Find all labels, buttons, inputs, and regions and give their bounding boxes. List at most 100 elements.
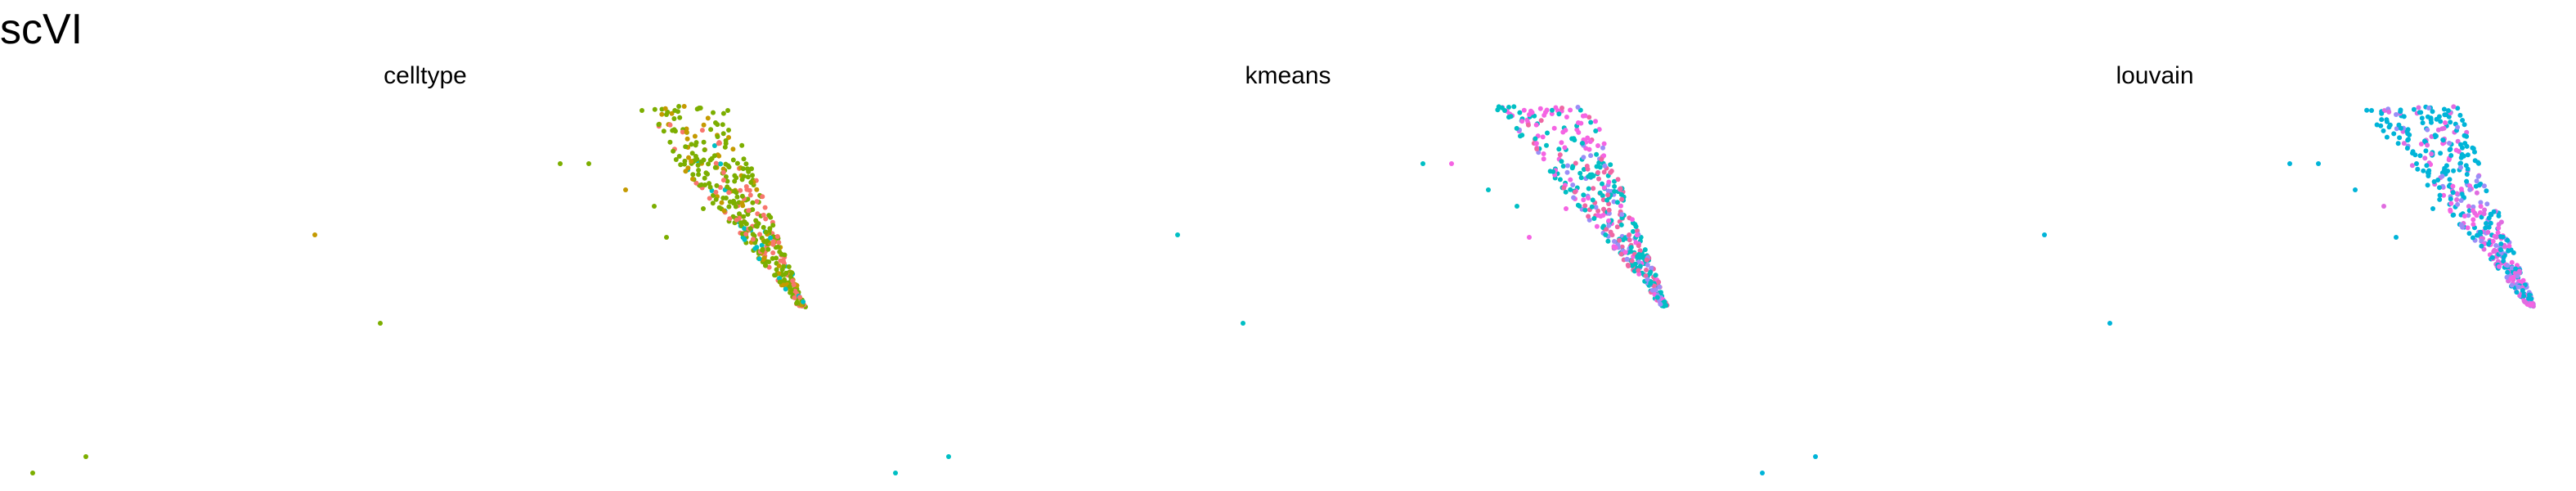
scatter-point: [2455, 106, 2461, 111]
scatter-point: [711, 143, 717, 148]
scatter-point: [1597, 190, 1603, 196]
scatter-point: [1517, 110, 1523, 115]
scatter-point: [1596, 176, 1601, 182]
scatter-point: [1636, 243, 1641, 249]
scatter-point: [2466, 208, 2472, 214]
scatter-point: [2447, 147, 2453, 152]
scatter-point: [720, 178, 726, 183]
scatter-point: [711, 153, 717, 159]
scatter-point: [745, 211, 751, 217]
scatter-point: [707, 196, 712, 201]
scatter-point: [652, 106, 657, 112]
scatter-point: [692, 157, 698, 163]
scatter-point: [2381, 204, 2386, 209]
scatter-point: [747, 187, 752, 193]
scatter-point: [2437, 192, 2443, 198]
scatter-point: [1591, 173, 1596, 178]
scatter-point: [701, 139, 707, 145]
scatter-point: [747, 226, 753, 232]
scatter-point: [2451, 104, 2457, 110]
scatter-point: [2450, 183, 2456, 189]
scatter-point: [723, 161, 729, 167]
scatter-point: [2484, 221, 2488, 226]
scatter-point: [689, 159, 694, 164]
scatter-point: [2478, 229, 2484, 235]
scatter-point: [1573, 160, 1578, 166]
scatter-point: [1645, 262, 1650, 268]
panel-title: celltype: [384, 62, 467, 89]
scatter-point: [702, 147, 707, 153]
scatter-point: [1576, 120, 1581, 125]
scatter-point: [2478, 181, 2484, 187]
scatter-point: [672, 128, 678, 134]
scatter-point: [2467, 183, 2473, 189]
scatter-point: [1600, 181, 1604, 187]
scatter-point: [1597, 164, 1603, 170]
scatter-point: [1544, 107, 1550, 113]
scatter-point: [1582, 113, 1588, 119]
scatter-point: [726, 128, 731, 133]
scatter-point: [765, 246, 771, 252]
scatter-point: [1644, 257, 1649, 263]
scatter-point: [1563, 189, 1568, 195]
scatter-point: [1594, 151, 1600, 157]
scatter-point: [726, 204, 732, 209]
scatter-point: [2465, 152, 2471, 158]
scatter-point: [1591, 216, 1597, 221]
scatter-point: [2416, 105, 2421, 110]
scatter-point: [725, 108, 730, 113]
scatter-point: [2483, 225, 2488, 231]
panel-title: kmeans: [1245, 62, 1331, 89]
scatter-point: [745, 174, 751, 180]
scatter-point: [2042, 232, 2047, 237]
scatter-point: [1629, 258, 1635, 264]
scatter-point: [1502, 108, 1507, 113]
scatter-point: [701, 206, 706, 211]
scatter-point: [1553, 105, 1559, 110]
scatter-point: [684, 129, 689, 135]
scatter-plot-kmeans: [893, 104, 1670, 475]
scatter-point: [750, 200, 756, 205]
scatter-point: [1600, 145, 1605, 151]
scatter-point: [716, 205, 722, 210]
scatter-point: [743, 221, 749, 227]
scatter-point: [2486, 215, 2492, 221]
scatter-point: [738, 187, 743, 193]
scatter-point: [1604, 197, 1610, 203]
scatter-point: [1612, 183, 1618, 189]
scatter-point: [1606, 207, 1612, 213]
scatter-point: [1631, 228, 1636, 234]
scatter-point: [1514, 125, 1519, 131]
scatter-point: [1518, 133, 1523, 139]
scatter-point: [683, 169, 689, 174]
scatter-point: [774, 234, 780, 239]
scatter-point: [2505, 237, 2511, 243]
scatter-point: [2497, 234, 2503, 240]
scatter-point: [2425, 182, 2430, 188]
scatter-point: [2391, 131, 2397, 137]
scatter-point: [2353, 187, 2358, 192]
scatter-point: [770, 223, 776, 228]
scatter-point: [2394, 235, 2399, 240]
scatter-point: [2455, 201, 2461, 207]
scatter-point: [2491, 209, 2497, 214]
scatter-point: [713, 196, 719, 202]
scatter-point: [693, 142, 698, 148]
scatter-point: [713, 189, 719, 195]
scatter-point: [720, 131, 726, 137]
scatter-point: [1657, 284, 1663, 290]
scatter-point: [2485, 229, 2491, 235]
scatter-point: [1586, 115, 1592, 120]
scatter-point: [2484, 201, 2490, 207]
scatter-point: [2440, 137, 2446, 143]
scatter-point: [797, 295, 803, 300]
scatter-point: [671, 116, 677, 121]
scatter-point: [2466, 231, 2472, 236]
scatter-point: [727, 216, 733, 222]
scatter-point: [737, 211, 742, 217]
scatter-point: [1582, 207, 1588, 213]
scatter-point: [1506, 105, 1511, 110]
scatter-point: [2495, 230, 2501, 236]
scatter-point: [693, 180, 699, 186]
scatter-point: [1511, 104, 1517, 110]
